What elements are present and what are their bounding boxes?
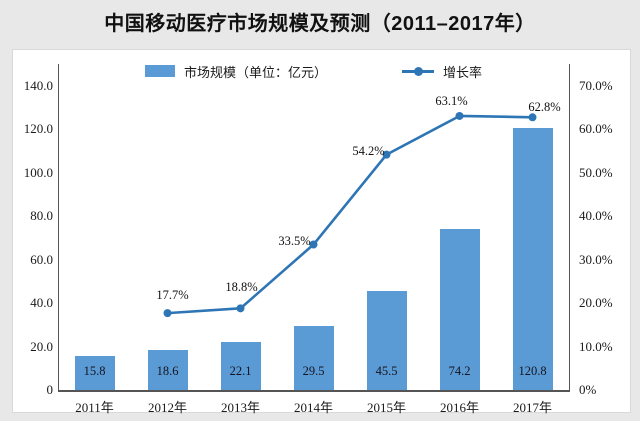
bar-value-label: 74.2 (448, 364, 471, 378)
chart-title: 中国移动医疗市场规模及预测（2011–2017年） (104, 13, 536, 35)
y-axis-tick-left: 0 (46, 382, 54, 397)
bar-series-swatch (144, 65, 175, 77)
bar (293, 325, 334, 390)
bar-value-label: 18.6 (156, 364, 179, 378)
y-axis-tick-left: 100.0 (23, 164, 53, 180)
line-series-label: 增长率 (443, 64, 483, 80)
bar (439, 228, 480, 390)
growth-rate-line (163, 111, 537, 318)
x-axis-label: 2015年 (366, 400, 406, 415)
line-marker (236, 304, 245, 313)
plot-area: 0 20.0 40.0 60.0 80.0 100.0 120.0 140.0 0% 10.0% 2… (13, 50, 632, 415)
line-point-label: 54.2% (352, 143, 385, 158)
y-axis-tick-right: 70.0% (579, 78, 613, 93)
y-axis-tick-left: 140.0 (23, 78, 53, 93)
legend: 市场规模（单位：亿元） 增长率 (58, 62, 569, 80)
x-axis-label: 2013年 (220, 400, 260, 415)
x-axis-label: 2014年 (293, 400, 333, 415)
y-axis-tick-left: 20.0 (30, 338, 53, 354)
bar-value-label: 29.5 (302, 364, 325, 378)
bar-series-label: 市场规模（单位：亿元） (183, 64, 327, 80)
bar (147, 349, 188, 390)
y-axis-tick-right: 20.0% (579, 295, 613, 311)
legend-item-market-size: 市场规模（单位：亿元） (144, 62, 327, 81)
x-axis-label: 2016年 (439, 400, 479, 415)
left-axis-line (58, 64, 59, 390)
bar (512, 127, 553, 390)
bar (74, 355, 115, 390)
line-marker (382, 150, 391, 159)
bar-value-label: 15.8 (83, 364, 106, 378)
y-axis-tick-right: 10.0% (579, 338, 613, 354)
x-axis-label: 2017年 (512, 400, 552, 415)
line-marker (309, 240, 318, 249)
bar (220, 342, 261, 390)
line-marker (528, 113, 537, 122)
y-axis-tick-right: 0% (579, 382, 597, 397)
line-point-label: 18.8% (225, 280, 258, 295)
line-series-glyph (402, 66, 434, 76)
x-axis-label: 2012年 (147, 400, 187, 415)
y-axis-tick-left: 40.0 (30, 295, 53, 311)
bar-value-label: 22.1 (229, 364, 252, 378)
line-marker (163, 309, 172, 318)
y-axis-tick-left: 80.0 (30, 208, 53, 224)
legend-item-growth-rate: 增长率 (402, 62, 482, 81)
bar-value-label: 45.5 (375, 364, 398, 378)
bar (366, 291, 407, 390)
y-axis-tick-right: 50.0% (579, 164, 613, 180)
y-axis-tick-right: 40.0% (579, 208, 613, 224)
chart-panel: 市场规模（单位：亿元） 增长率 0 20.0 40.0 60.0 80.0 100.0 12… (12, 49, 632, 415)
right-axis-line (569, 64, 570, 390)
y-axis-tick-left: 120.0 (23, 121, 53, 137)
line-point-label: 33.5% (278, 233, 311, 248)
y-axis-tick-right: 60.0% (579, 121, 613, 137)
growth-line-path (167, 114, 533, 315)
line-point-label: 63.1% (435, 93, 468, 108)
bottom-axis-line (58, 390, 570, 392)
line-marker (455, 111, 464, 120)
y-axis-tick-right: 30.0% (579, 251, 613, 267)
line-point-label: 17.7% (156, 288, 189, 303)
y-axis-tick-left: 60.0 (30, 251, 53, 267)
bar-value-label: 120.8 (518, 364, 547, 378)
line-point-label: 62.8% (528, 100, 561, 115)
x-axis-label: 2011年 (75, 400, 114, 415)
